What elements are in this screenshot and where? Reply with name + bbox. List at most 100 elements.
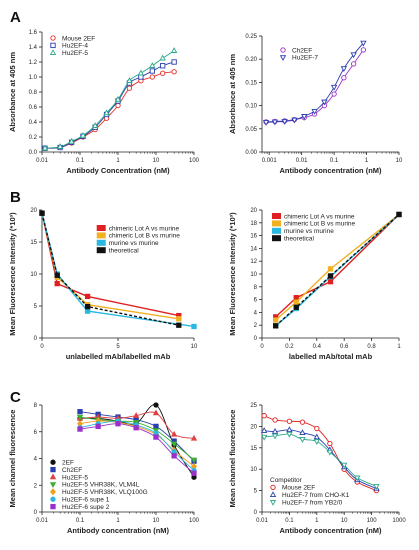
data-point xyxy=(341,75,347,81)
x-tick-label: 1000 xyxy=(392,518,406,524)
data-point xyxy=(170,430,178,437)
chart-a-left: 0.01 0.1 1 10 100 0.0 0.2 0.4 0.6 0.8 1.0 1.2 1.4 1.6… xyxy=(8,30,200,175)
series-line xyxy=(44,61,175,149)
y-tick-label: 16 xyxy=(250,234,257,240)
data-point xyxy=(137,69,145,76)
y-tick-label: 10 xyxy=(30,272,37,278)
legend-marker xyxy=(50,466,56,473)
data-point xyxy=(286,426,293,433)
data-point xyxy=(190,457,198,464)
data-point xyxy=(126,77,133,83)
data-point xyxy=(149,74,155,80)
data-point xyxy=(293,304,299,310)
series-line xyxy=(44,50,175,149)
data-point xyxy=(327,279,334,285)
legend-marker xyxy=(50,503,56,510)
legend-marker xyxy=(50,459,56,465)
y-tick-label: 12 xyxy=(250,259,257,265)
data-point xyxy=(170,47,178,53)
legend-entry: Hu2EF-6 supe 1 xyxy=(62,497,110,504)
data-point xyxy=(39,210,45,216)
x-tick-label: 0.1 xyxy=(76,158,85,164)
data-point xyxy=(293,295,299,301)
data-point xyxy=(261,413,267,419)
legend-entry: Mouse 2EF xyxy=(282,485,315,492)
legend-entry: 2EF xyxy=(62,460,74,467)
y-tick-label: 1.0 xyxy=(29,75,38,81)
x-tick-label: 0.01 xyxy=(36,518,48,524)
data-point xyxy=(91,122,99,128)
y-axis-label: Mean Fluorescence Intensity (*10³) xyxy=(228,212,237,336)
data-point xyxy=(160,70,166,76)
legend-entry: chimeric Lot B vs murine xyxy=(284,221,356,228)
data-point xyxy=(133,425,139,431)
series-line xyxy=(41,213,179,326)
y-tick-label: 0.15 xyxy=(245,80,257,86)
data-point xyxy=(350,61,357,67)
data-point xyxy=(326,449,334,456)
y-tick-label: 18 xyxy=(250,221,257,227)
y-tick-label: 15 xyxy=(30,240,37,246)
data-point xyxy=(132,412,140,418)
legend-swatch xyxy=(96,232,106,239)
data-point xyxy=(54,280,60,287)
x-tick-label: 0.2 xyxy=(285,344,294,350)
legend-swatch xyxy=(96,239,106,246)
panel-label-a: A xyxy=(10,9,21,26)
data-point xyxy=(103,109,110,116)
x-axis-label: Antibody concentration (nM) xyxy=(67,526,170,535)
y-tick-label: 1.6 xyxy=(29,30,38,36)
data-point xyxy=(171,69,177,75)
y-tick-label: 8 xyxy=(34,403,38,409)
x-tick-label: 1 xyxy=(315,518,319,524)
data-point xyxy=(281,119,288,125)
data-point xyxy=(360,40,367,47)
x-tick-label: 1 xyxy=(116,518,120,524)
data-point xyxy=(299,419,306,425)
y-tick-label: 5 xyxy=(34,304,38,310)
data-point xyxy=(373,484,380,490)
y-tick-label: 0.8 xyxy=(29,90,38,96)
data-point xyxy=(293,299,299,305)
y-tick-label: 20 xyxy=(250,424,257,430)
x-tick-label: 0.01 xyxy=(256,518,268,524)
data-point xyxy=(262,120,270,126)
series-line xyxy=(79,423,195,474)
data-point xyxy=(313,439,320,445)
panel-label-c: C xyxy=(10,389,21,406)
y-tick-label: 0 xyxy=(34,336,38,342)
data-point xyxy=(321,99,328,106)
y-tick-label: 0 xyxy=(254,510,258,516)
y-tick-label: 0.10 xyxy=(245,104,257,110)
legend-entry: Mouse 2EF xyxy=(62,35,95,42)
data-point xyxy=(331,91,337,97)
data-point xyxy=(272,417,278,423)
legend-marker xyxy=(270,484,276,491)
legend-entry: theoretical xyxy=(284,236,315,243)
data-point xyxy=(171,59,177,65)
legend-marker xyxy=(269,491,277,498)
y-tick-label: 15 xyxy=(250,446,257,452)
data-point xyxy=(327,440,333,447)
legend-marker xyxy=(50,42,56,49)
data-point xyxy=(271,433,279,440)
data-point xyxy=(260,427,268,433)
legend-entry: Hu2EF-7 from YB2/0 xyxy=(282,500,343,507)
data-point xyxy=(273,317,279,323)
data-point xyxy=(271,427,279,434)
data-point xyxy=(115,421,121,427)
legend-entry: Hu2EF-5 xyxy=(62,50,88,57)
legend-marker xyxy=(49,482,57,488)
x-tick-label: 10 xyxy=(191,344,198,350)
data-point xyxy=(301,114,308,120)
x-tick-label: 0.01 xyxy=(36,158,48,164)
data-point xyxy=(311,108,318,115)
y-tick-label: 25 xyxy=(250,403,257,409)
series-line xyxy=(275,213,400,327)
y-tick-label: 0 xyxy=(34,510,38,516)
legend-swatch xyxy=(272,220,281,227)
data-point xyxy=(153,402,159,408)
series-line xyxy=(275,213,400,321)
